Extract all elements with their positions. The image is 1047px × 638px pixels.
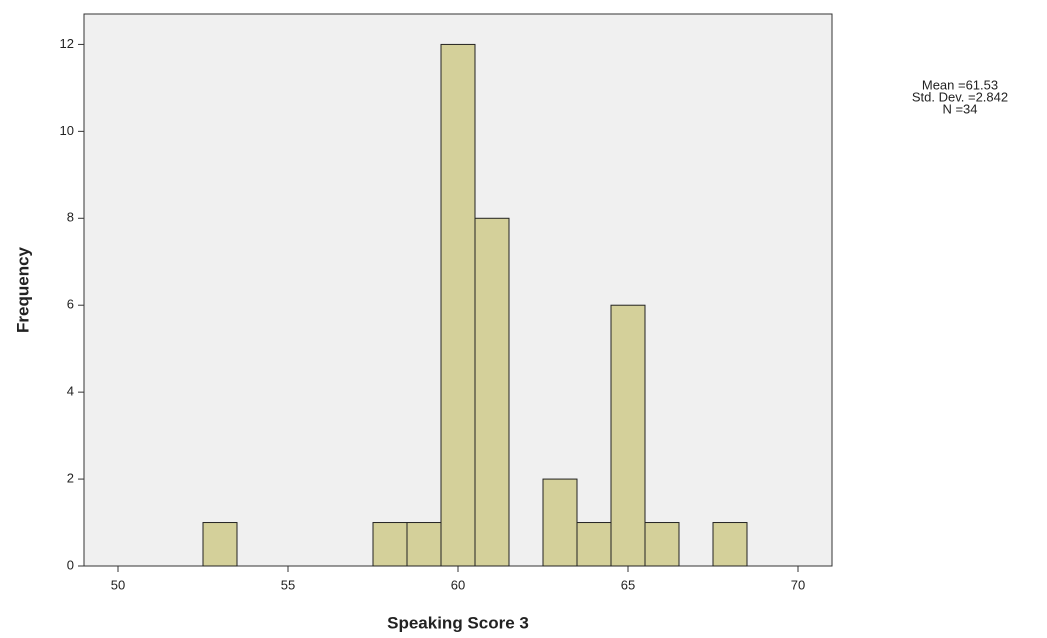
- y-tick-label: 2: [67, 471, 74, 486]
- y-tick-label: 10: [60, 123, 74, 138]
- bar: [202, 522, 238, 567]
- annotation: Std. Dev. =2.842: [912, 89, 1008, 104]
- x-tick-label: 60: [451, 577, 465, 592]
- y-tick-label: 0: [67, 557, 74, 572]
- bar: [406, 522, 442, 567]
- y-tick-label: 8: [67, 210, 74, 225]
- bar: [372, 522, 408, 567]
- x-axis-label: Speaking Score 3: [387, 613, 529, 632]
- bar: [712, 522, 748, 567]
- bar: [474, 217, 510, 567]
- annotation: Mean =61.53: [922, 77, 998, 92]
- x-tick-label: 55: [281, 577, 295, 592]
- bar: [644, 522, 680, 567]
- y-tick-label: 4: [67, 384, 74, 399]
- bar: [610, 304, 646, 567]
- x-tick-label: 70: [791, 577, 805, 592]
- y-axis-label: Frequency: [13, 246, 32, 333]
- x-tick-label: 50: [111, 577, 125, 592]
- y-tick-label: 12: [60, 36, 74, 51]
- bar: [440, 43, 476, 567]
- annotation: N =34: [942, 101, 977, 116]
- bar: [542, 478, 578, 567]
- x-tick-label: 65: [621, 577, 635, 592]
- bar: [576, 522, 612, 567]
- y-tick-label: 6: [67, 297, 74, 312]
